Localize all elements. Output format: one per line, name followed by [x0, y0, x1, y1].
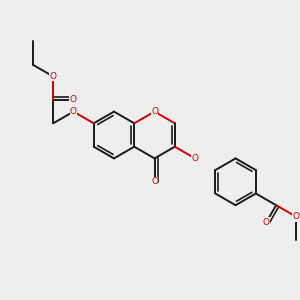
Text: O: O: [192, 154, 199, 163]
Text: O: O: [151, 177, 158, 186]
Text: O: O: [151, 107, 158, 116]
Text: O: O: [50, 72, 57, 81]
Text: O: O: [293, 212, 300, 221]
Text: O: O: [70, 95, 76, 104]
Text: O: O: [263, 218, 270, 227]
Text: O: O: [70, 107, 77, 116]
